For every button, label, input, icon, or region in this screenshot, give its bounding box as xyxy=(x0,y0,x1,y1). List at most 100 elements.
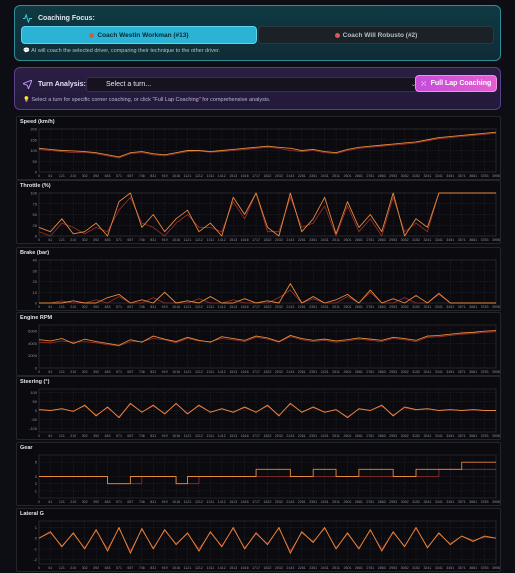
x-tick-label: 121 xyxy=(59,500,65,504)
x-tick-label: 2601 xyxy=(343,305,351,309)
coach-driver-a-button[interactable]: Coach Westin Workman (#13) xyxy=(21,26,257,44)
x-tick-label: 3052 xyxy=(401,305,409,309)
turn-analysis-header: Turn Analysis: xyxy=(23,80,86,89)
y-tick-label: 200 xyxy=(30,127,37,132)
x-tick-label: 302 xyxy=(82,174,88,178)
lightbulb-icon: 💡 xyxy=(23,97,30,103)
x-tick-label: 3241 xyxy=(423,370,431,374)
x-tick-label: 2032 xyxy=(275,305,283,309)
x-tick-label: 483 xyxy=(105,434,111,438)
x-tick-label: 1822 xyxy=(264,434,272,438)
x-tick-label: 3052 xyxy=(401,434,409,438)
x-tick-label: 1717 xyxy=(252,174,260,178)
y-tick-label: 100 xyxy=(30,390,37,395)
x-tick-label: 3052 xyxy=(401,566,409,570)
x-tick-label: 2863 xyxy=(378,434,386,438)
x-tick-label: 61 xyxy=(48,566,52,570)
x-tick-label: 302 xyxy=(82,500,88,504)
x-tick-label: 1412 xyxy=(218,434,226,438)
x-tick-label: 3451 xyxy=(446,434,454,438)
plot-frame xyxy=(38,324,497,369)
x-tick-label: 1513 xyxy=(229,566,237,570)
x-tick-label: 2601 xyxy=(343,434,351,438)
x-tick-label: 3052 xyxy=(401,174,409,178)
x-tick-label: 2953 xyxy=(389,370,397,374)
x-tick-label: 2261 xyxy=(298,566,306,570)
x-tick-label: 1616 xyxy=(241,238,249,242)
x-tick-label: 1311 xyxy=(207,566,215,570)
chart-title: Engine RPM xyxy=(20,315,53,321)
x-tick-label: 3783 xyxy=(481,566,489,570)
dots-icon: ⁙ xyxy=(420,80,427,88)
x-tick-label: 483 xyxy=(105,305,111,309)
x-tick-label: 3341 xyxy=(435,238,443,242)
x-tick-label: 1717 xyxy=(252,305,260,309)
series-line-driver-a xyxy=(38,402,496,419)
x-tick-label: 392 xyxy=(93,566,99,570)
x-tick-label: 2032 xyxy=(275,370,283,374)
y-tick-label: 30 xyxy=(33,268,38,273)
x-tick-label: 2953 xyxy=(389,566,397,570)
full-lap-coaching-button[interactable]: ⁙ Full Lap Coaching xyxy=(415,75,497,92)
x-tick-label: 657 xyxy=(127,238,133,242)
x-tick-label: 571 xyxy=(116,566,122,570)
series-line-driver-a xyxy=(38,527,497,554)
x-tick-label: 571 xyxy=(116,434,122,438)
x-tick-label: 121 xyxy=(59,434,65,438)
chart-title: Steering (°) xyxy=(20,379,50,385)
x-tick-label: 2143 xyxy=(286,305,294,309)
x-tick-label: 2032 xyxy=(275,434,283,438)
x-tick-label: 1513 xyxy=(229,238,237,242)
x-tick-label: 3241 xyxy=(423,238,431,242)
y-tick-label: 0 xyxy=(35,408,38,413)
y-tick-label: 2000 xyxy=(28,353,38,358)
x-tick-label: 2143 xyxy=(286,566,294,570)
x-tick-label: 61 xyxy=(48,500,52,504)
chart-4: Steering (°) 100 50 0 -50 -100 0 61 121 210 302 392… xyxy=(16,376,501,440)
x-tick-label: 2143 xyxy=(286,370,294,374)
x-tick-label: 3152 xyxy=(412,500,420,504)
coach-driver-a-label: Coach Westin Workman (#13) xyxy=(97,31,189,39)
x-tick-label: 2351 xyxy=(309,434,317,438)
driver-a-dot-icon xyxy=(89,32,95,38)
coaching-focus-panel: Coaching Focus: Coach Westin Workman (#1… xyxy=(14,5,501,61)
x-tick-label: 746 xyxy=(139,566,145,570)
x-tick-label: 919 xyxy=(162,434,168,438)
x-tick-label: 657 xyxy=(127,500,133,504)
x-tick-label: 483 xyxy=(105,370,111,374)
x-tick-label: 3241 xyxy=(423,434,431,438)
x-tick-label: 210 xyxy=(70,174,76,178)
x-tick-label: 121 xyxy=(59,566,65,570)
x-tick-label: 2431 xyxy=(321,174,329,178)
x-tick-label: 1121 xyxy=(184,566,192,570)
x-tick-label: 2681 xyxy=(355,566,363,570)
x-tick-label: 2781 xyxy=(366,305,374,309)
x-tick-label: 2431 xyxy=(321,305,329,309)
x-tick-label: 2431 xyxy=(321,566,329,570)
x-tick-label: 483 xyxy=(105,500,111,504)
y-tick-label: 2 xyxy=(35,481,38,486)
x-tick-label: 1412 xyxy=(218,174,226,178)
x-tick-label: 1121 xyxy=(184,370,192,374)
x-tick-label: 3571 xyxy=(458,566,466,570)
x-tick-label: 302 xyxy=(82,566,88,570)
x-tick-label: 571 xyxy=(116,305,122,309)
x-tick-label: 2863 xyxy=(378,174,386,178)
x-tick-label: 3681 xyxy=(469,566,477,570)
x-tick-label: 831 xyxy=(150,370,156,374)
turn-select[interactable]: Select a turn... ⌄ xyxy=(86,77,422,92)
x-tick-label: 1121 xyxy=(184,174,192,178)
coach-driver-b-button[interactable]: Coach Will Robusto (#2) xyxy=(258,26,494,44)
x-tick-label: 1311 xyxy=(207,434,215,438)
x-tick-label: 2953 xyxy=(389,500,397,504)
x-tick-label: 3571 xyxy=(458,370,466,374)
x-tick-label: 483 xyxy=(105,238,111,242)
x-tick-label: 3571 xyxy=(458,238,466,242)
x-tick-label: 2953 xyxy=(389,305,397,309)
x-tick-label: 483 xyxy=(105,174,111,178)
x-tick-label: 3341 xyxy=(435,500,443,504)
x-tick-label: 3241 xyxy=(423,305,431,309)
x-tick-label: 3152 xyxy=(412,566,420,570)
